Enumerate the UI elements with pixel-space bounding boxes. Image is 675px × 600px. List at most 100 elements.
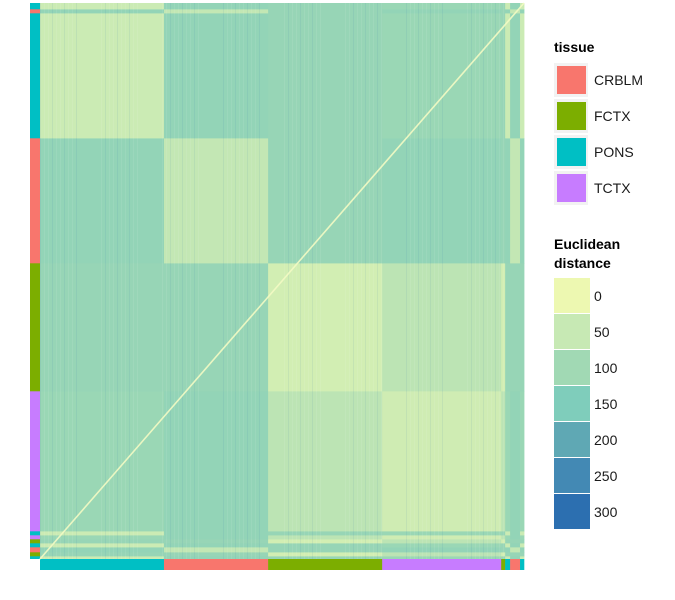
heatmap-cell-crblm-fctx — [501, 9, 506, 14]
heatmap-cell-crblm-crblm — [510, 9, 521, 14]
heatmap-cell-crblm-crblm — [163, 9, 269, 14]
tissue-legend-item-pons: PONS — [554, 135, 634, 169]
heatmap-cell-pons-pons — [505, 556, 511, 560]
column-sidebar-tctx — [382, 559, 502, 570]
heatmap-cell-tctx-crblm — [510, 391, 521, 532]
heatmap-cell-pons-pons — [40, 3, 165, 10]
distance-legend-item-200: 200 — [554, 422, 618, 457]
column-sidebar-fctx — [501, 559, 506, 570]
heatmap-cell-fctx-fctx — [501, 552, 506, 557]
heatmap-cell-pons-fctx — [268, 543, 383, 548]
heatmap-cell-crblm-fctx — [268, 138, 383, 264]
row-sidebar-crblm — [30, 138, 40, 264]
heatmap-cell-pons-fctx — [501, 531, 506, 536]
heatmap-cell-crblm-crblm — [163, 138, 269, 264]
heatmap-cell-fctx-fctx — [268, 263, 383, 392]
distance-legend: Euclidean distance 0 50 100 150 200 250 300 — [554, 236, 620, 529]
heatmap-texture — [40, 3, 504, 559]
heatmap-cell-crblm-fctx — [268, 547, 383, 553]
heatmap-cell-crblm-pons — [505, 547, 511, 553]
tissue-legend-swatch — [557, 138, 586, 166]
heatmap-cell-tctx-pons — [520, 535, 525, 540]
distance-legend-label: 300 — [594, 504, 618, 520]
column-tissue-sidebar — [30, 559, 525, 570]
heatmap-cell-fctx-pons — [505, 263, 511, 392]
heatmap-cell-crblm-fctx — [501, 547, 506, 553]
heatmap-cell-tctx-crblm — [163, 391, 269, 532]
heatmap-cell-pons-pons — [40, 13, 165, 139]
tissue-legend-swatch — [557, 66, 586, 94]
heatmap-cell-fctx-pons — [40, 552, 165, 557]
heatmap-cell-crblm-pons — [40, 547, 165, 553]
distance-legend-swatch — [554, 386, 590, 421]
heatmap-cell-fctx-tctx — [382, 263, 502, 392]
heatmap-cell-tctx-pons — [40, 391, 165, 532]
heatmap-cell-pons-tctx — [382, 531, 502, 536]
heatmap-cell-fctx-crblm — [163, 263, 269, 392]
heatmap-cell-fctx-pons — [40, 539, 165, 544]
heatmap-cell-tctx-crblm — [163, 535, 269, 540]
heatmap-cell-pons-pons — [40, 543, 165, 548]
row-sidebar-tctx — [30, 391, 40, 532]
heatmap-cell-fctx-fctx — [268, 539, 383, 544]
heatmap-cell-fctx-crblm — [510, 263, 521, 392]
heatmap-cell-pons-crblm — [510, 556, 521, 560]
distance-legend-item-250: 250 — [554, 458, 618, 493]
heatmap-cell-pons-fctx — [268, 13, 383, 139]
heatmap-cell-pons-crblm — [510, 13, 521, 139]
heatmap-cell-crblm-pons — [505, 138, 511, 264]
heatmap-cell-tctx-pons — [520, 391, 525, 532]
distance-legend-swatch — [554, 278, 590, 313]
row-sidebar-pons — [30, 531, 40, 536]
heatmap-cell-fctx-pons — [520, 263, 525, 392]
heatmap-cell-fctx-tctx — [382, 552, 502, 557]
heatmap-cell-fctx-fctx — [268, 552, 383, 557]
heatmap-cell-pons-fctx — [268, 3, 383, 10]
distance-legend-item-150: 150 — [554, 386, 618, 421]
tissue-legend: tissue CRBLM FCTX PONS TCTX — [554, 39, 643, 205]
heatmap-cell-crblm-pons — [40, 138, 165, 264]
heatmap-cell-tctx-pons — [40, 535, 165, 540]
heatmap-cell-pons-crblm — [163, 3, 269, 10]
heatmap-cell-crblm-pons — [40, 9, 165, 14]
heatmap-cell-fctx-pons — [520, 539, 525, 544]
row-sidebar-pons — [30, 543, 40, 548]
tissue-legend-item-fctx: FCTX — [554, 99, 631, 133]
heatmap-cell-fctx-pons — [505, 552, 511, 557]
heatmap-cell-pons-tctx — [382, 543, 502, 548]
heatmap-cell-crblm-pons — [520, 9, 525, 14]
heatmap-cell-tctx-pons — [505, 535, 511, 540]
tissue-legend-item-tctx: TCTX — [554, 171, 631, 205]
heatmap-cell-pons-tctx — [382, 3, 502, 10]
distance-legend-swatch — [554, 314, 590, 349]
heatmap-cell-pons-tctx — [382, 13, 502, 139]
heatmap-cell-pons-crblm — [163, 556, 269, 560]
heatmap-cell-fctx-crblm — [510, 539, 521, 544]
distance-legend-label: 0 — [594, 288, 602, 304]
heatmap-cell-tctx-fctx — [501, 391, 506, 532]
distance-legend-title-line2: distance — [554, 255, 611, 271]
heatmap-cell-fctx-crblm — [163, 552, 269, 557]
heatmap-cell-tctx-fctx — [268, 535, 383, 540]
distance-legend-label: 150 — [594, 396, 618, 412]
row-sidebar-fctx — [30, 539, 40, 544]
heatmap-cell-pons-crblm — [163, 13, 269, 139]
heatmap-cell-crblm-tctx — [382, 547, 502, 553]
heatmap-cell-pons-crblm — [510, 3, 521, 10]
heatmap-cell-crblm-tctx — [382, 9, 502, 14]
row-sidebar-fctx — [30, 552, 40, 557]
heatmap-matrix — [40, 3, 525, 560]
column-sidebar-pons — [505, 559, 511, 570]
heatmap-cell-pons-pons — [505, 13, 511, 139]
distance-legend-label: 100 — [594, 360, 618, 376]
row-sidebar-pons — [30, 13, 40, 139]
distance-legend-label: 200 — [594, 432, 618, 448]
heatmap-cell-fctx-pons — [520, 552, 525, 557]
tissue-legend-label: CRBLM — [594, 72, 643, 88]
heatmap-cell-tctx-crblm — [510, 535, 521, 540]
heatmap-cell-pons-pons — [520, 13, 525, 139]
column-sidebar-fctx — [268, 559, 383, 570]
tissue-legend-swatch — [557, 102, 586, 130]
column-sidebar-crblm — [163, 559, 269, 570]
